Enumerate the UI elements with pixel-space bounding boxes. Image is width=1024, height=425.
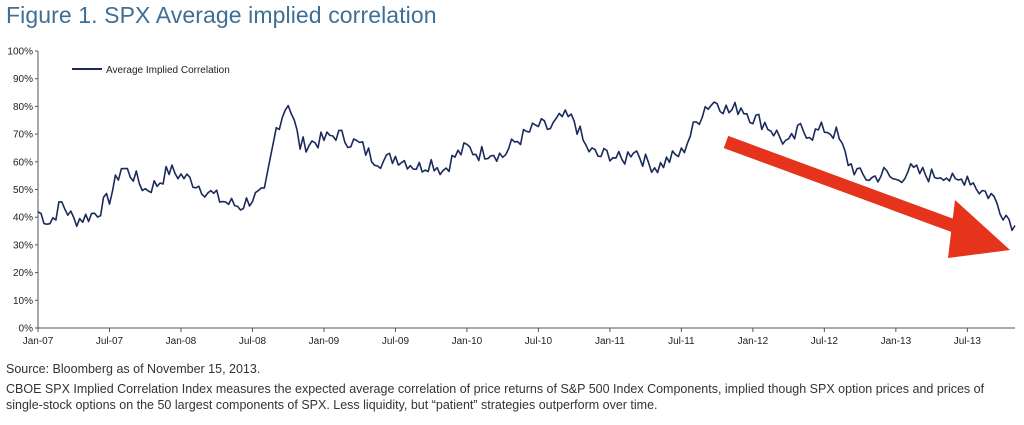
chart-title: Figure 1. SPX Average implied correlatio…	[6, 2, 437, 28]
y-tick-label: 80%	[13, 102, 33, 113]
x-tick-label: Jan-13	[881, 336, 912, 347]
downward-trend-arrow	[723, 135, 1010, 258]
y-tick-label: 10%	[13, 296, 33, 307]
legend-label: Average Implied Correlation	[106, 65, 230, 76]
x-tick-label: Jul-10	[525, 336, 553, 347]
y-tick-label: 20%	[13, 268, 33, 279]
x-tick-label: Jul-13	[954, 336, 982, 347]
y-tick-label: 0%	[19, 324, 34, 335]
x-tick-label: Jul-09	[382, 336, 410, 347]
x-tick-label: Jan-10	[452, 336, 483, 347]
arrow-shaft	[723, 135, 968, 237]
plot-area	[37, 101, 1016, 232]
x-tick-label: Jul-08	[239, 336, 267, 347]
x-axis: Jan-07 Jul-07 Jan-08 Jul-08 Jan-09 Jul-09 Jan-…	[23, 327, 1015, 347]
y-tick-label: 30%	[13, 240, 33, 251]
caption-text: CBOE SPX Implied Correlation Index measu…	[6, 382, 985, 412]
y-tick-label: 60%	[13, 157, 33, 168]
y-tick-label: 90%	[13, 74, 33, 85]
y-tick-label: 70%	[13, 130, 33, 141]
x-tick-label: Jan-09	[309, 336, 340, 347]
x-tick-label: Jan-12	[738, 336, 769, 347]
x-tick-label: Jan-07	[23, 336, 54, 347]
y-tick-label: 50%	[13, 185, 33, 196]
x-tick-label: Jan-08	[166, 336, 197, 347]
y-tick-label: 100%	[7, 47, 33, 58]
source-note: Source: Bloomberg as of November 15, 201…	[6, 362, 261, 376]
x-tick-label: Jan-11	[595, 336, 625, 347]
y-axis: 0% 10% 20% 30% 40% 50% 60% 70% 80% 90% 100%	[7, 47, 39, 335]
y-tick-label: 40%	[13, 213, 33, 224]
legend: Average Implied Correlation	[72, 65, 230, 76]
x-tick-label: Jul-12	[811, 336, 839, 347]
series-line-average-implied-correlation	[37, 101, 1016, 232]
x-tick-label: Jul-07	[96, 336, 124, 347]
arrow-head	[948, 200, 1010, 258]
x-tick-label: Jul-11	[668, 336, 695, 347]
